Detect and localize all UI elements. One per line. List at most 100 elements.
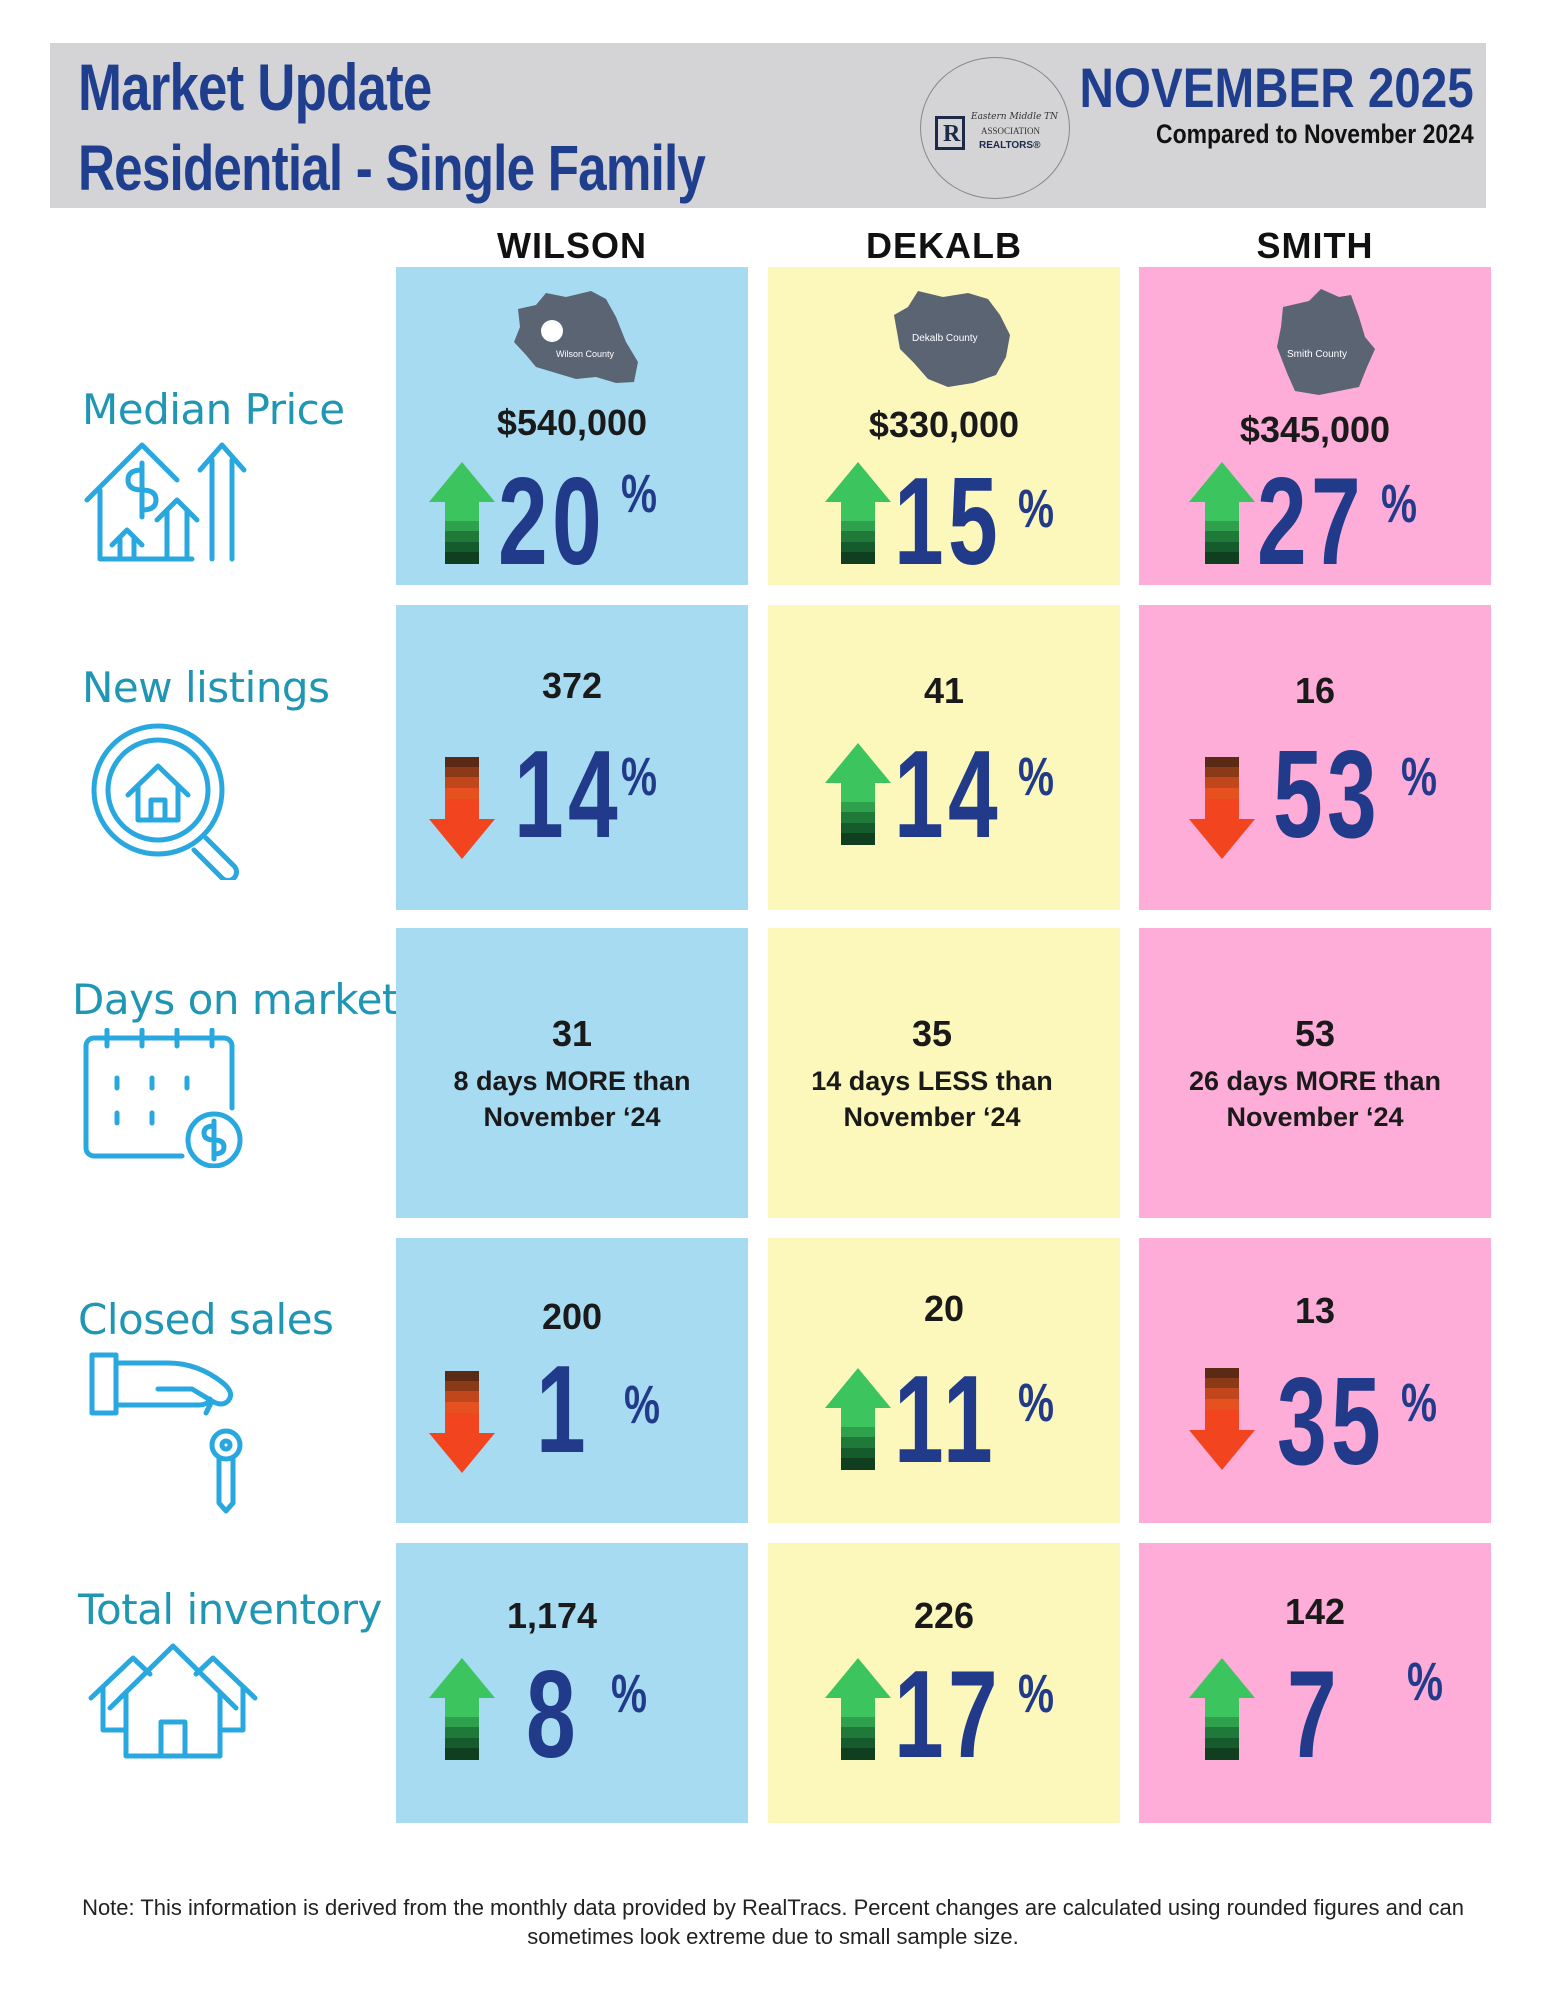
up-arrow-icon: [825, 462, 891, 564]
up-arrow-icon: [1189, 1658, 1255, 1760]
up-arrow-icon: [825, 1658, 891, 1760]
percent-sign: %: [1381, 474, 1418, 534]
label-days-on-market: Days on market: [72, 975, 398, 1024]
percent-sign: %: [1401, 1373, 1438, 1433]
dekalb-new-listings-pct: 14: [894, 726, 1002, 864]
down-arrow-icon: [1189, 757, 1255, 859]
smith-new-listings-card: 16 53 %: [1139, 605, 1491, 910]
down-arrow-icon: [1189, 1368, 1255, 1470]
dekalb-map-label: Dekalb County: [912, 333, 978, 344]
up-arrow-icon: [429, 462, 495, 564]
logo-line3: REALTORS®: [979, 140, 1041, 151]
dekalb-days-on-market-card: 35 14 days LESS than November ‘24: [768, 928, 1120, 1218]
smith-total-inventory-pct: 7: [1287, 1646, 1341, 1784]
wilson-closed-sales-pct: 1: [536, 1341, 590, 1479]
wilson-new-listings-pct: 14: [514, 726, 622, 864]
smith-new-listings-pct: 53: [1273, 726, 1381, 864]
wilson-median-price-value: $540,000: [496, 402, 648, 443]
wilson-median-price-pct: 20: [498, 453, 606, 591]
dekalb-closed-sales-pct: 11: [894, 1351, 998, 1489]
wilson-map-label: Wilson County: [556, 349, 615, 359]
header-banner: Market Update Residential - Single Famil…: [50, 43, 1486, 208]
wilson-new-listings-card: 372 14 %: [396, 605, 748, 910]
column-wilson: WILSON: [497, 225, 647, 266]
up-arrow-icon: [429, 1658, 495, 1760]
smith-total-inventory-card: 142 7 %: [1139, 1543, 1491, 1823]
wilson-total-inventory-value: 1,174: [506, 1595, 598, 1636]
magnifier-house-icon: [91, 723, 239, 880]
logo-line1: Eastern Middle TN: [971, 112, 1059, 122]
smith-county-map-icon: Smith County: [1277, 289, 1375, 395]
percent-sign: %: [1018, 1664, 1055, 1724]
wilson-total-inventory-pct: 8: [526, 1646, 580, 1784]
smith-median-price-pct: 27: [1257, 453, 1365, 591]
smith-days-on-market-card: 53 26 days MORE than November ‘24: [1139, 928, 1491, 1218]
dekalb-days-on-market-value: 35: [911, 1013, 953, 1054]
wilson-closed-sales-card: 200 1 %: [396, 1238, 748, 1523]
wilson-days-on-market-value: 31: [551, 1013, 593, 1054]
dekalb-total-inventory-card: 226 17 %: [768, 1543, 1120, 1823]
footnote: Note: This information is derived from t…: [82, 1895, 1464, 1949]
page-title: Market Update: [78, 50, 432, 124]
percent-sign: %: [621, 464, 658, 524]
smith-closed-sales-pct: 35: [1277, 1353, 1385, 1491]
dekalb-total-inventory-pct: 17: [894, 1646, 1002, 1784]
wilson-new-listings-value: 372: [541, 665, 603, 706]
hand-key-icon: [89, 1352, 243, 1514]
calendar-dollar-icon: [83, 1028, 243, 1168]
percent-sign: %: [1018, 479, 1055, 539]
down-arrow-icon: [429, 757, 495, 859]
percent-sign: %: [611, 1664, 648, 1724]
comparison-period: Compared to November 2024: [1156, 119, 1474, 149]
smith-dom-note-line2: November ‘24: [1226, 1102, 1404, 1132]
smith-median-price-value: $345,000: [1239, 409, 1391, 450]
dekalb-median-price-card: Dekalb County $330,000 15 %: [768, 267, 1120, 585]
dekalb-dom-note-line1: 14 days LESS than: [811, 1066, 1053, 1096]
dekalb-county-map-icon: Dekalb County: [894, 291, 1010, 387]
percent-sign: %: [1407, 1652, 1444, 1712]
up-arrow-icon: [1189, 462, 1255, 564]
label-median-price: Median Price: [82, 385, 345, 434]
association-logo: R Eastern Middle TN ASSOCIATION REALTORS…: [920, 57, 1070, 199]
column-dekalb: DEKALB: [866, 225, 1022, 266]
up-arrow-icon: [825, 743, 891, 845]
up-arrow-icon: [825, 1368, 891, 1470]
percent-sign: %: [1018, 1373, 1055, 1433]
down-arrow-icon: [429, 1371, 495, 1473]
smith-median-price-card: Smith County $345,000 27 %: [1139, 267, 1491, 585]
dekalb-closed-sales-card: 20 11 %: [768, 1238, 1120, 1523]
percent-sign: %: [621, 747, 658, 807]
wilson-closed-sales-value: 200: [541, 1296, 603, 1337]
label-closed-sales: Closed sales: [78, 1295, 334, 1344]
smith-new-listings-value: 16: [1294, 670, 1336, 711]
house-dollar-rising-icon: [84, 442, 247, 562]
smith-days-on-market-value: 53: [1294, 1013, 1336, 1054]
houses-icon: [88, 1643, 258, 1759]
wilson-dom-note-line2: November ‘24: [483, 1102, 661, 1132]
logo-line2: ASSOCIATION: [981, 126, 1041, 136]
realtor-r-icon: R: [935, 116, 965, 150]
wilson-days-on-market-card: 31 8 days MORE than November ‘24: [396, 928, 748, 1218]
label-total-inventory: Total inventory: [78, 1585, 382, 1634]
report-month: NOVEMBER 2025: [1079, 56, 1474, 119]
smith-closed-sales-value: 13: [1294, 1290, 1336, 1331]
smith-closed-sales-card: 13 35 %: [1139, 1238, 1491, 1523]
wilson-county-map-icon: Wilson County: [514, 291, 638, 383]
page-subtitle: Residential - Single Family: [78, 132, 706, 204]
smith-dom-note-line1: 26 days MORE than: [1188, 1066, 1442, 1096]
dekalb-median-price-value: $330,000: [868, 404, 1020, 445]
percent-sign: %: [1401, 747, 1438, 807]
dekalb-closed-sales-value: 20: [923, 1288, 965, 1329]
percent-sign: %: [1018, 747, 1055, 807]
dekalb-new-listings-value: 41: [923, 670, 965, 711]
column-smith: SMITH: [1256, 225, 1374, 266]
percent-sign: %: [624, 1375, 661, 1435]
dekalb-total-inventory-value: 226: [913, 1595, 975, 1636]
smith-map-label: Smith County: [1287, 349, 1347, 360]
label-new-listings: New listings: [82, 663, 330, 712]
wilson-dom-note-line1: 8 days MORE than: [453, 1066, 691, 1096]
dekalb-median-price-pct: 15: [894, 453, 1002, 591]
wilson-median-price-card: Wilson County $540,000 20 %: [396, 267, 748, 585]
wilson-total-inventory-card: 1,174 8 %: [396, 1543, 748, 1823]
smith-total-inventory-value: 142: [1284, 1591, 1346, 1632]
